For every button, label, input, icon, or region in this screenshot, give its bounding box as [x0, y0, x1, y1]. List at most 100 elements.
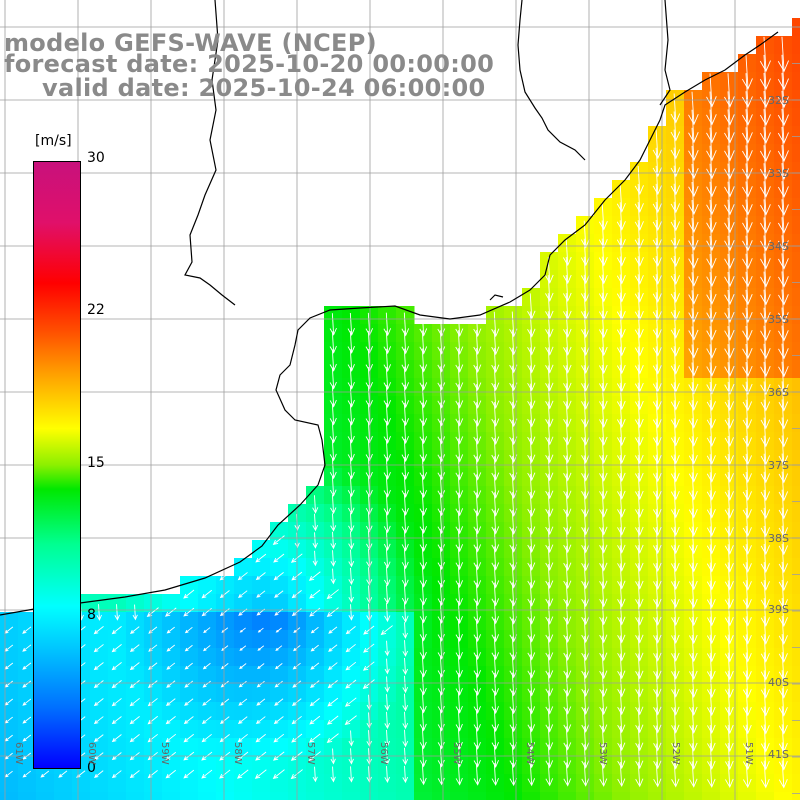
wind-arrow: [419, 655, 427, 678]
wind-arrow: [527, 437, 536, 464]
wind-cell: [792, 558, 800, 577]
wind-speed-field: [0, 18, 800, 800]
wind-arrow: [688, 200, 699, 233]
wind-arrow: [742, 271, 753, 306]
wind-arrow: [635, 563, 644, 590]
wind-cell: [270, 648, 289, 667]
wind-arrow: [527, 672, 536, 697]
wind-arrow: [437, 673, 445, 696]
wind-cell: [270, 540, 289, 559]
wind-cell: [792, 612, 800, 631]
wind-cell: [306, 576, 325, 595]
wind-cell: [90, 684, 109, 703]
wind-arrow: [419, 510, 427, 535]
wind-arrow: [437, 456, 446, 481]
wind-arrow: [329, 457, 337, 480]
wind-arrow: [563, 672, 572, 697]
wind-arrow: [617, 473, 626, 500]
wind-arrow: [165, 733, 177, 743]
wind-arrow: [742, 580, 752, 609]
wind-arrow: [724, 399, 734, 430]
wind-arrow: [419, 529, 427, 552]
wind-cell: [216, 702, 235, 721]
wind-arrow: [563, 726, 572, 751]
wind-arrow: [419, 565, 427, 588]
wind-arrow: [616, 364, 626, 393]
wind-arrow: [688, 163, 699, 198]
wind-arrow: [742, 325, 753, 360]
wind-cell: [360, 576, 379, 595]
wind-arrow: [670, 382, 680, 411]
wind-cell: [756, 792, 775, 800]
wind-cell: [378, 774, 397, 793]
wind-arrow: [724, 417, 734, 448]
wind-arrow: [184, 662, 193, 670]
wind-arrow: [129, 734, 140, 743]
wind-arrow: [455, 330, 464, 355]
wind-arrow: [706, 163, 717, 198]
wind-arrow: [581, 671, 590, 697]
wind-arrow: [563, 311, 572, 338]
wind-arrow: [310, 644, 319, 652]
wind-arrow: [326, 733, 339, 744]
wind-arrow: [760, 652, 770, 681]
wind-arrow: [670, 201, 681, 232]
wind-cell: [126, 666, 145, 685]
wind-arrow: [419, 547, 427, 570]
wind-arrow: [778, 579, 788, 610]
wind-arrow: [437, 438, 446, 463]
wind-cell: [252, 666, 271, 685]
wind-cell: [162, 720, 181, 739]
wind-arrow: [366, 567, 373, 586]
wind-cell: [144, 720, 163, 739]
wind-arrow: [670, 273, 680, 303]
wind-arrow: [760, 417, 771, 448]
wind-arrow: [760, 253, 771, 288]
wind-arrow: [742, 399, 753, 430]
wind-arrow: [616, 346, 626, 375]
wind-cell: [324, 558, 343, 577]
wind-arrow: [688, 382, 698, 411]
wind-arrow: [419, 312, 428, 337]
title-forecast-date: forecast date: 2025-10-20 00:00:00: [4, 50, 495, 78]
wind-arrow: [255, 733, 266, 743]
wind-arrow: [455, 384, 464, 409]
wind-arrow: [402, 622, 408, 639]
wind-arrow: [581, 455, 590, 482]
wind-arrow: [473, 636, 482, 661]
wind-arrow: [366, 603, 373, 622]
wind-arrow: [347, 494, 355, 515]
wind-arrow: [742, 417, 753, 448]
colorbar-tick-22: 22: [87, 302, 105, 318]
wind-arrow: [347, 349, 355, 372]
lon-label: 51W: [743, 742, 754, 765]
wind-arrow: [383, 330, 392, 355]
wind-cell: [162, 756, 181, 775]
wind-arrow: [329, 331, 337, 354]
wind-arrow: [257, 627, 264, 633]
wind-arrow: [563, 419, 572, 446]
wind-cell: [216, 612, 235, 631]
wind-arrow: [581, 527, 590, 554]
wind-arrow: [652, 129, 663, 160]
lon-label: 61W: [13, 742, 24, 765]
wind-cell: [792, 234, 800, 253]
wind-arrow: [327, 680, 338, 689]
wind-arrow: [653, 581, 662, 608]
wind-arrow: [473, 654, 482, 679]
wind-arrow: [22, 662, 32, 670]
wind-arrow: [545, 491, 554, 518]
wind-cell: [342, 540, 361, 559]
wind-arrow: [759, 163, 771, 198]
wind-arrow: [401, 493, 409, 516]
wind-cell: [198, 648, 217, 667]
wind-arrow: [724, 199, 735, 234]
wind-cell: [468, 792, 487, 800]
wind-cell: [144, 684, 163, 703]
wind-arrow: [132, 604, 138, 621]
wind-cell: [792, 522, 800, 541]
wind-arrow: [491, 654, 500, 679]
wind-cell: [342, 666, 361, 685]
wind-arrow: [96, 604, 102, 621]
wind-arrow: [706, 652, 716, 681]
